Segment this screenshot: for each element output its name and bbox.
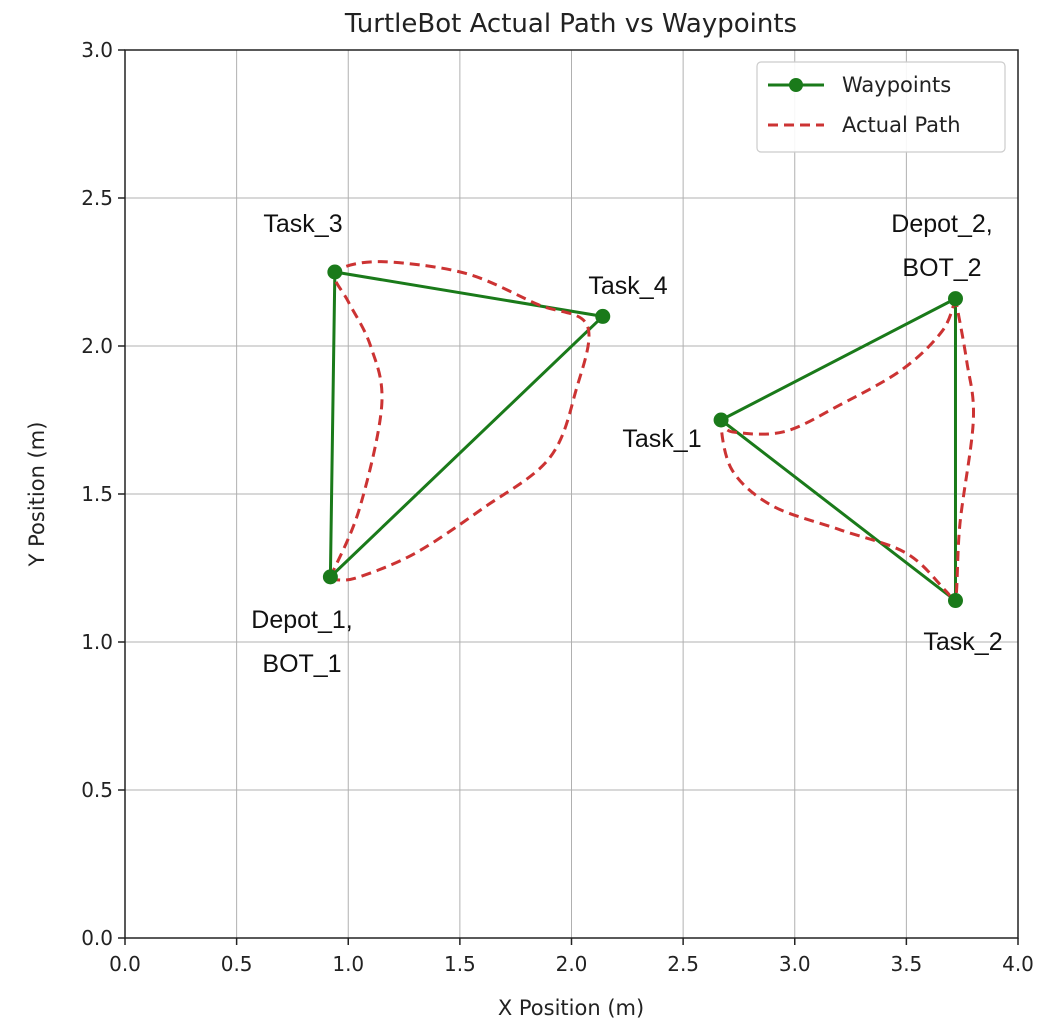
x-tick-label: 3.0 [779,952,811,976]
x-axis-ticks: 0.0 0.5 1.0 1.5 2.0 2.5 3.0 3.5 4.0 [109,938,1034,976]
annotation-task-3: Task_3 [263,210,342,238]
annotation-task-4: Task_4 [588,272,667,300]
annotation-depot-2-line-1: Depot_2, [891,210,992,238]
x-tick-label: 0.5 [221,952,253,976]
x-tick-label: 4.0 [1002,952,1034,976]
x-tick-label: 0.0 [109,952,141,976]
actual-path-series-line-1 [329,260,591,582]
y-tick-label: 2.5 [81,186,113,210]
plot-frame [124,49,1019,939]
legend-waypoints-label: Waypoints [842,73,951,97]
annotation-depot-2-line-2: BOT_2 [902,254,981,282]
x-tick-label: 2.0 [556,952,588,976]
waypoint-marker-1 [322,569,338,585]
waypoint-marker-6 [947,593,963,609]
x-tick-label: 3.5 [890,952,922,976]
chart-title: TurtleBot Actual Path vs Waypoints [344,9,797,39]
legend: Waypoints Actual Path [756,61,1006,153]
waypoints-series-line-1 [328,270,605,578]
actual-path-series-line-2 [719,298,976,607]
y-axis-ticks: 0.0 0.5 1.0 1.5 2.0 2.5 3.0 [81,38,125,950]
waypoint-marker-3 [595,308,611,324]
y-tick-label: 1.5 [81,482,113,506]
y-tick-label: 2.0 [81,334,113,358]
annotation-task-2: Task_2 [923,628,1002,656]
y-tick-label: 0.5 [81,778,113,802]
waypoint-marker-2 [327,264,343,280]
x-axis-label: X Position (m) [498,996,644,1020]
legend-waypoints-marker [789,78,803,92]
annotation-depot-1-line-2: BOT_1 [262,650,341,678]
plot-area [322,260,976,609]
waypoint-marker-5 [713,412,729,428]
annotation-depot-1-line-1: Depot_1, [251,606,352,634]
legend-actual-path-label: Actual Path [842,113,961,137]
y-tick-label: 0.0 [81,926,113,950]
x-tick-label: 2.5 [667,952,699,976]
point-annotations: Task_3 Task_4 Depot_2, BOT_2 Task_1 Depo… [251,210,1002,678]
x-tick-label: 1.5 [444,952,476,976]
y-tick-label: 3.0 [81,38,113,62]
y-axis-label: Y Position (m) [25,422,49,568]
waypoints-series-line-2 [719,297,957,603]
x-tick-label: 1.0 [332,952,364,976]
y-tick-label: 1.0 [81,630,113,654]
annotation-task-1: Task_1 [622,425,701,453]
waypoint-marker-4 [947,291,963,307]
